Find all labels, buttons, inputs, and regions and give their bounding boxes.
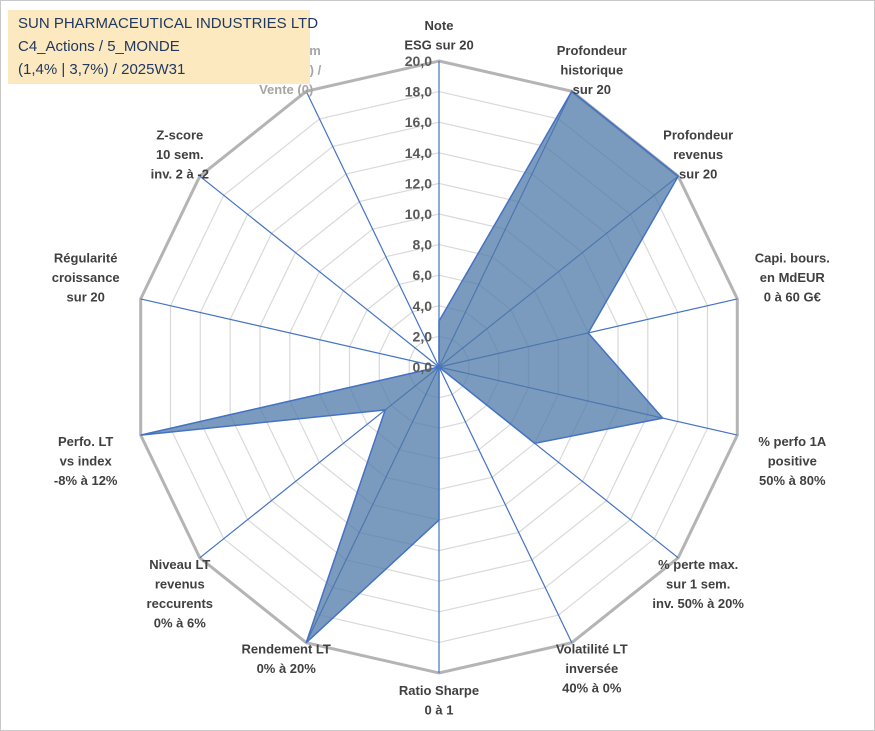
axis-label: Capi. bours. en MdEUR 0 à 60 G€ bbox=[755, 250, 830, 304]
axis-spoke bbox=[140, 298, 440, 368]
axis-label: Profondeur historique sur 20 bbox=[557, 43, 627, 97]
axis-label: Niveau LT revenus reccurents 0% à 6% bbox=[147, 557, 213, 631]
tick-label: 16,0 bbox=[405, 114, 432, 130]
axis-spoke bbox=[305, 91, 440, 368]
tick-label: 14,0 bbox=[405, 145, 432, 161]
tick-label: 2,0 bbox=[413, 328, 433, 344]
axis-label: % perte max. sur 1 sem. inv. 50% à 20% bbox=[652, 557, 744, 611]
axis-label: Volatilité LT inversée 40% à 0% bbox=[556, 642, 628, 696]
tick-label: 18,0 bbox=[405, 84, 432, 100]
tick-label: 12,0 bbox=[405, 175, 432, 191]
radar-tick-labels: 0,0 2,0 4,0 6,0 8,0 10,0 12,0 14,0 16,0 18,0 20,0 bbox=[405, 53, 432, 375]
title-company: SUN PHARMACEUTICAL INDUSTRIES LTD bbox=[18, 15, 319, 32]
axis-label: Ratio Sharpe 0 à 1 bbox=[399, 683, 479, 718]
title-period: (1,4% | 3,7%) / 2025W31 bbox=[18, 61, 186, 78]
axis-label: Profondeur revenus sur 20 bbox=[663, 128, 733, 182]
axis-label: Note ESG sur 20 bbox=[404, 18, 473, 53]
axis-label: Z-score 10 sem. inv. 2 à -2 bbox=[151, 128, 209, 182]
tick-label: 0,0 bbox=[413, 359, 433, 375]
tick-label: 6,0 bbox=[413, 267, 433, 283]
radar-axis-labels: Note ESG sur 20 Profondeur historique sur 20… bbox=[52, 18, 830, 718]
axis-label: Régularité croissance sur 20 bbox=[52, 250, 120, 304]
series-area bbox=[140, 90, 680, 644]
axis-label: Perfo. LT vs index -8% à 12% bbox=[54, 434, 118, 488]
radar-series bbox=[140, 90, 680, 644]
tick-label: 4,0 bbox=[413, 298, 433, 314]
tick-label: 20,0 bbox=[405, 53, 432, 69]
axis-spoke bbox=[438, 366, 573, 643]
tick-label: 8,0 bbox=[413, 237, 433, 253]
axis-label: % perfo 1A positive 50% à 80% bbox=[758, 434, 827, 488]
tick-label: 10,0 bbox=[405, 206, 432, 222]
axis-label: Rendement LT 0% à 20% bbox=[242, 642, 331, 677]
title-box: SUN PHARMACEUTICAL INDUSTRIES LTD C4_Act… bbox=[8, 10, 318, 84]
axis-spoke bbox=[199, 175, 440, 368]
title-category: C4_Actions / 5_MONDE bbox=[18, 38, 180, 55]
